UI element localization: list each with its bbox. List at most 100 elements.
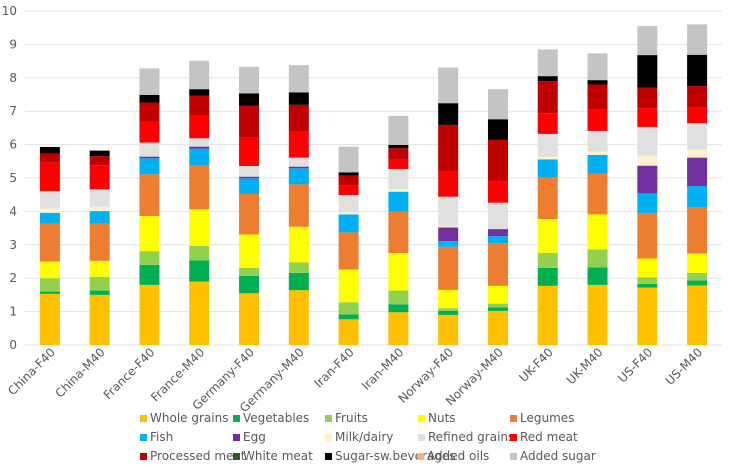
bar-segment-whole-grains xyxy=(288,290,309,345)
legend-label: Red meat xyxy=(520,430,578,444)
bar-segment-whole-grains xyxy=(39,293,60,345)
y-tick-label: 2 xyxy=(9,271,17,285)
bar-segment-red-meat xyxy=(687,107,708,124)
bar-segment-sugar-sw-beverages xyxy=(687,54,708,87)
bar-segment-processed-meat xyxy=(487,139,508,182)
bar-segment-fish xyxy=(338,214,359,233)
legend-swatch xyxy=(233,452,240,460)
legend-swatch xyxy=(325,433,332,441)
bar-segment-processed-meat xyxy=(239,105,260,138)
bar-segment-sugar-sw-beverages xyxy=(89,150,110,157)
bar-segment-processed-meat xyxy=(587,84,608,110)
legend-item: Sugar-sw.beverages xyxy=(325,449,456,463)
bar-segment-fruits xyxy=(338,302,359,315)
bar-segment-fish xyxy=(487,236,508,244)
y-tick-label: 1 xyxy=(9,305,17,319)
bar-segment-nuts xyxy=(537,219,558,253)
bar-segment-added-sugar xyxy=(587,53,608,81)
bar-segment-whole-grains xyxy=(189,281,210,345)
y-axis-ticks: 0 1 2 3 4 5 6 7 8 9 10 xyxy=(2,4,17,352)
bar-segment-legumes xyxy=(39,223,60,262)
bar-segment-nuts xyxy=(89,260,110,277)
bar-stack-france-f40 xyxy=(139,68,160,345)
bar-segment-refined-grains xyxy=(189,138,210,147)
bar-segment-processed-meat xyxy=(388,148,409,159)
bar-segment-vegetables xyxy=(39,291,60,294)
bar-segment-fruits xyxy=(89,276,110,291)
bar-segment-legumes xyxy=(487,243,508,286)
bar-segment-legumes xyxy=(338,232,359,270)
bar-stack-iran-f40 xyxy=(338,146,359,345)
bar-segment-processed-meat xyxy=(89,156,110,166)
bar-segment-nuts xyxy=(487,285,508,304)
bar-segment-legumes xyxy=(189,165,210,210)
bar-segment-vegetables xyxy=(637,283,658,288)
bar-segment-legumes xyxy=(139,174,160,217)
legend-item: Refined grains xyxy=(418,430,514,444)
bar-segment-nuts xyxy=(388,253,409,291)
bar-segment-whole-grains xyxy=(338,319,359,345)
bar-segment-legumes xyxy=(687,207,708,254)
legend-item: Red meat xyxy=(510,430,578,444)
bar-segment-whole-grains xyxy=(139,284,160,345)
bar-segment-nuts xyxy=(438,289,459,309)
bar-segment-vegetables xyxy=(239,275,260,294)
legend-label: Nuts xyxy=(428,411,456,425)
bar-segment-sugar-sw-beverages xyxy=(39,146,60,154)
bar-segment-fruits xyxy=(587,249,608,268)
bar-segment-processed-meat xyxy=(637,87,658,109)
legend-item: White meat xyxy=(233,449,313,463)
legend-item: Fruits xyxy=(325,411,368,425)
bar-segment-refined-grains xyxy=(139,142,160,157)
bar-segment-added-sugar xyxy=(239,66,260,94)
bar-segment-added-sugar xyxy=(288,65,309,93)
bar-segment-whole-grains xyxy=(537,285,558,345)
bar-segment-nuts xyxy=(687,253,708,273)
bar-stack-france-m40 xyxy=(189,60,210,345)
legend-label: Egg xyxy=(243,430,266,444)
bar-segment-vegetables xyxy=(139,264,160,285)
legend-item: Processed meat xyxy=(140,449,245,463)
bar-segment-whole-grains xyxy=(89,294,110,345)
y-tick-label: 5 xyxy=(9,171,17,185)
bar-stack-us-f40 xyxy=(637,26,658,345)
bar-segment-egg xyxy=(637,165,658,194)
bar-segment-fruits xyxy=(39,278,60,292)
legend-label: Processed meat xyxy=(150,449,246,463)
bar-segment-fish xyxy=(388,191,409,212)
bar-segment-legumes xyxy=(637,213,658,259)
gridlines xyxy=(25,10,722,346)
bar-segment-sugar-sw-beverages xyxy=(388,144,409,149)
x-tick-label: US-F40 xyxy=(615,345,655,385)
bar-segment-nuts xyxy=(637,258,658,278)
legend-swatch xyxy=(510,433,517,441)
bar-segment-processed-meat xyxy=(537,81,558,114)
bar-segment-whole-grains xyxy=(687,285,708,345)
bar-segment-egg xyxy=(487,229,508,237)
legend-label: Vegetables xyxy=(243,411,310,425)
bar-segment-milk-dairy xyxy=(388,189,409,192)
bar-segment-refined-grains xyxy=(587,130,608,152)
bar-segment-processed-meat xyxy=(288,104,309,132)
bar-segment-added-sugar xyxy=(537,49,558,77)
bar-segment-fish xyxy=(139,158,160,175)
bar-segment-fruits xyxy=(537,252,558,268)
bar-segment-fish xyxy=(637,193,658,214)
legend-swatch xyxy=(140,414,147,422)
bar-segment-refined-grains xyxy=(89,189,110,207)
bar-segment-whole-grains xyxy=(388,312,409,345)
legend-item: Egg xyxy=(233,430,266,444)
legend-swatch xyxy=(510,414,517,422)
bar-segment-nuts xyxy=(189,209,210,246)
bar-segment-milk-dairy xyxy=(39,208,60,213)
bar-segment-sugar-sw-beverages xyxy=(288,92,309,105)
bar-segment-sugar-sw-beverages xyxy=(338,172,359,176)
y-tick-label: 0 xyxy=(9,338,17,352)
y-tick-label: 4 xyxy=(9,204,17,218)
bar-segment-nuts xyxy=(239,234,260,268)
bar-segment-vegetables xyxy=(438,310,459,315)
bar-segment-vegetables xyxy=(189,260,210,282)
bar-segment-red-meat xyxy=(89,165,110,190)
bar-segment-added-sugar xyxy=(338,146,359,173)
